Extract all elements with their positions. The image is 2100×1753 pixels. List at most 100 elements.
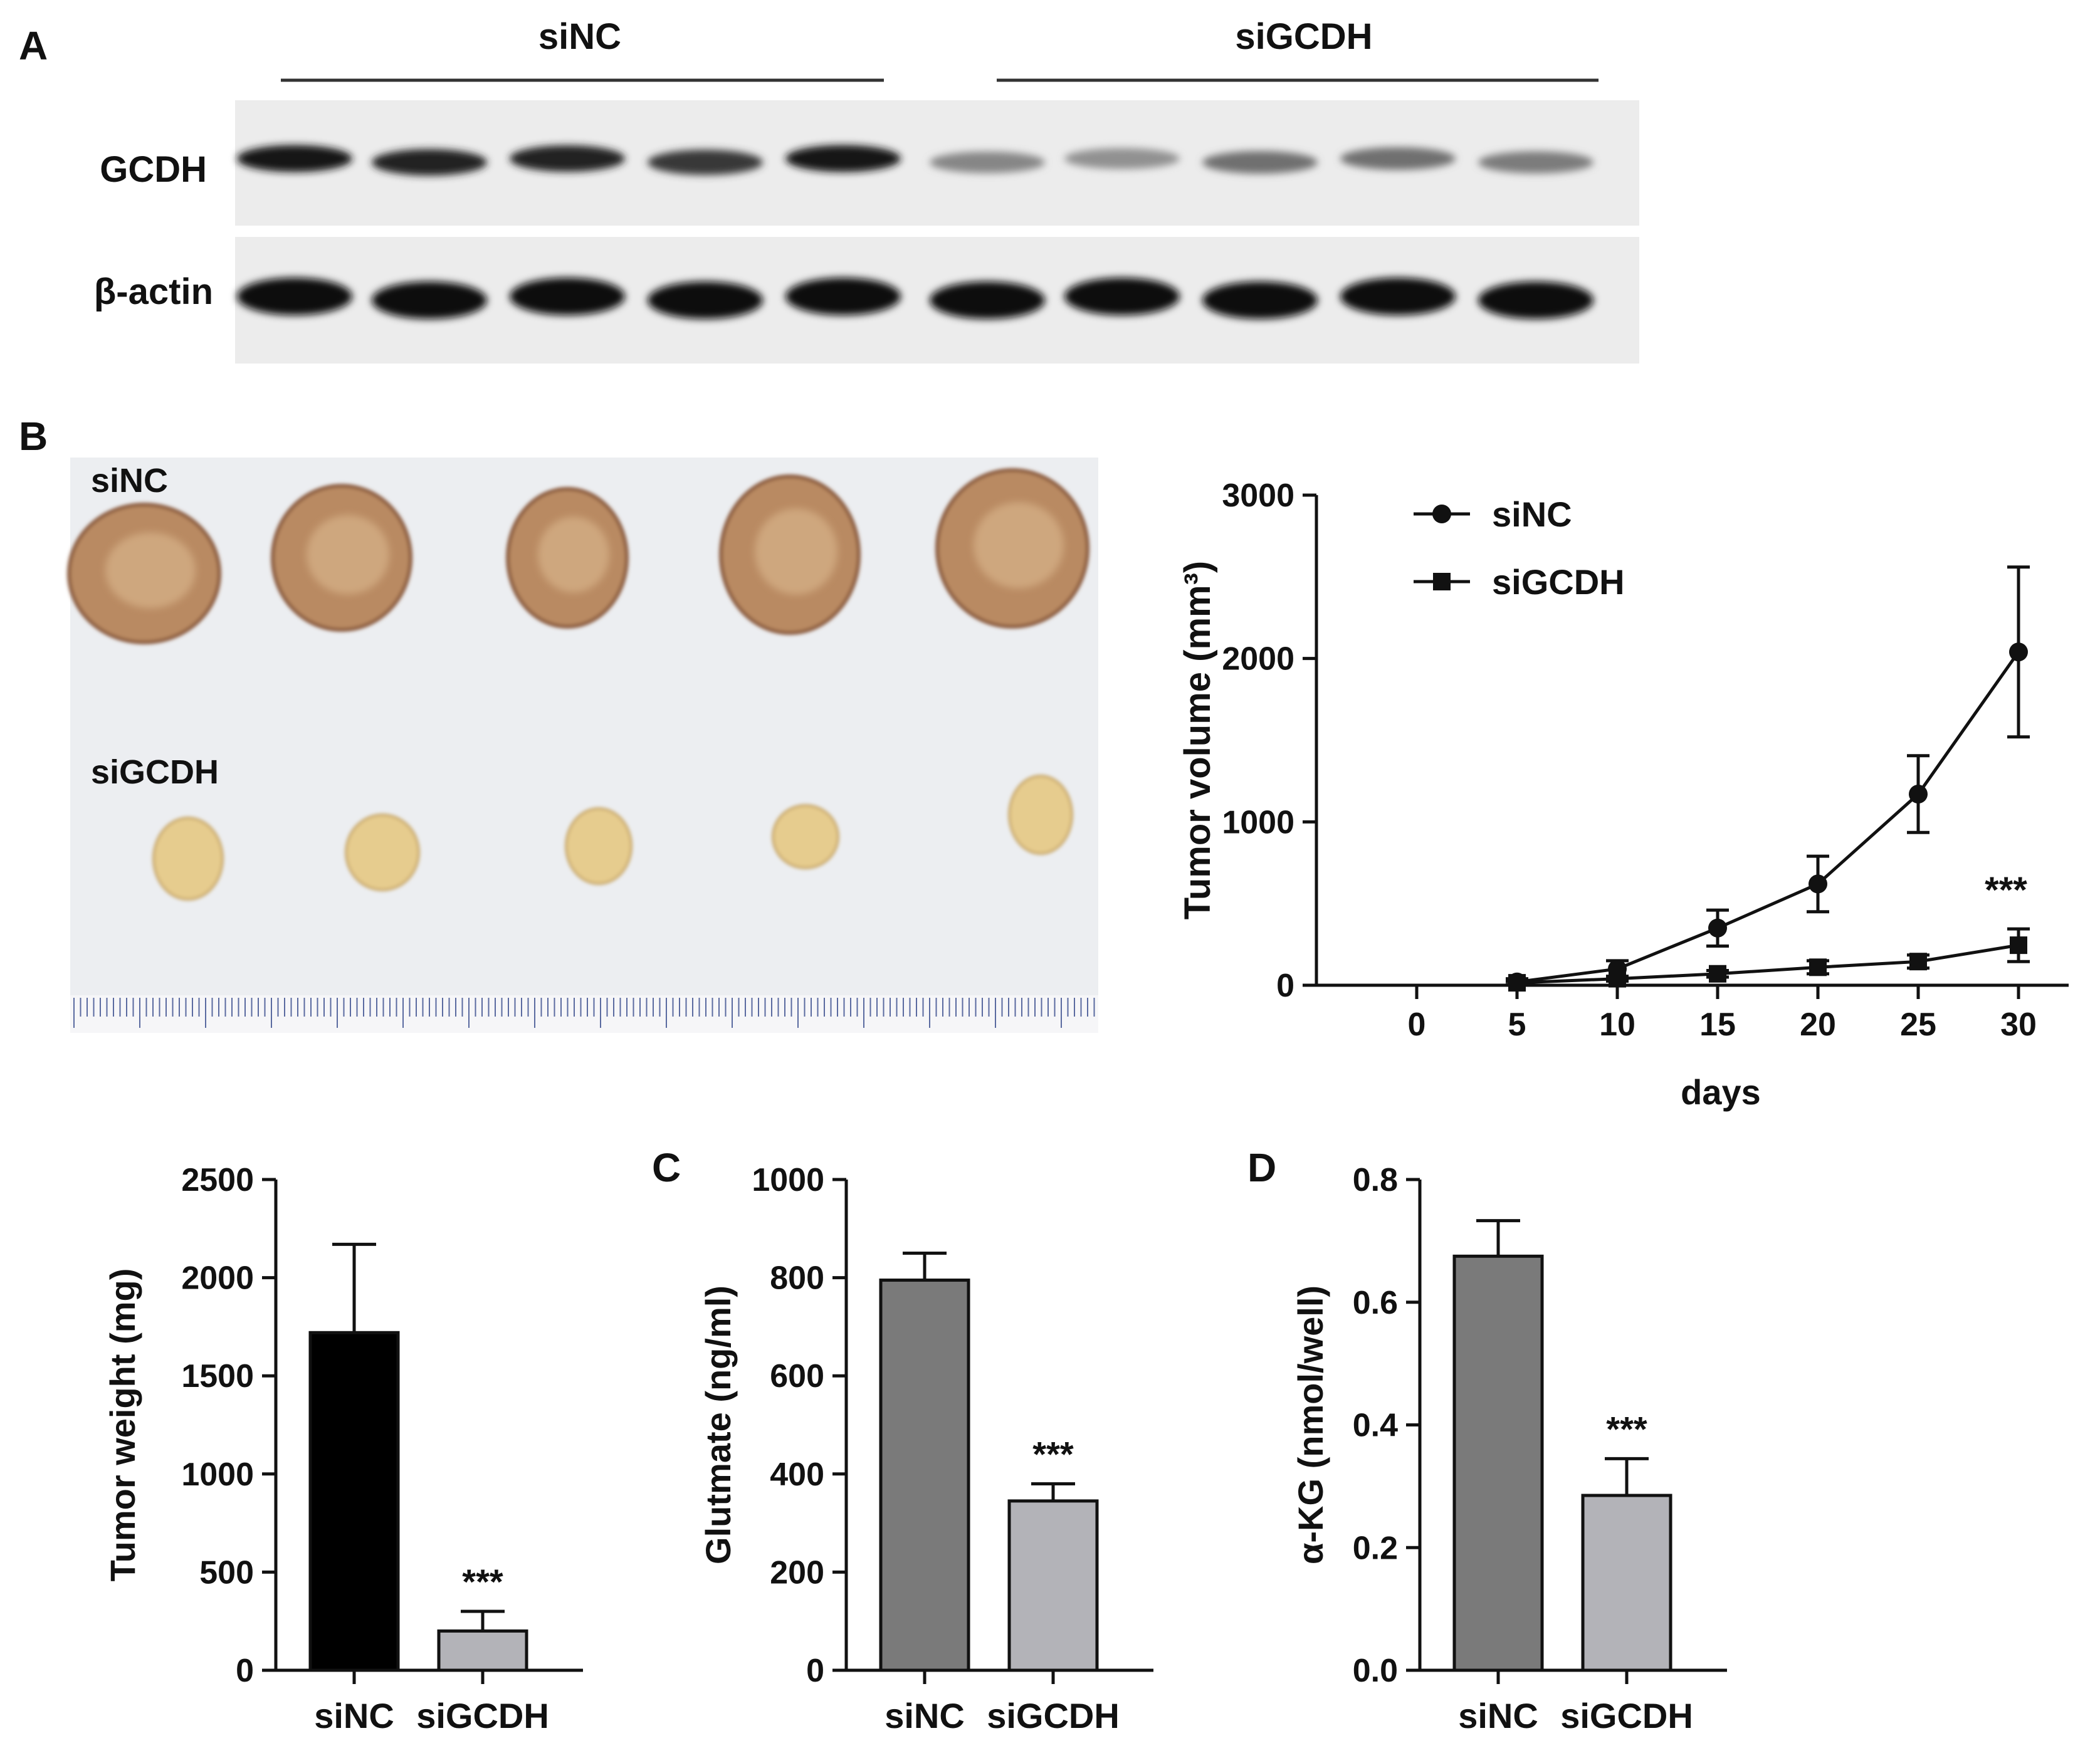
blot-band xyxy=(1064,148,1180,169)
y-tick-label: 0 xyxy=(236,1653,254,1689)
blot-row-label-gcdh: GCDH xyxy=(100,149,207,190)
y-tick-label: 0 xyxy=(1276,968,1294,1004)
y-tick-label: 0.4 xyxy=(1353,1408,1398,1444)
y-tick-label: 2000 xyxy=(181,1260,254,1297)
x-tick-label: 5 xyxy=(1508,1007,1526,1043)
bar-siNC xyxy=(879,1279,970,1672)
glutamate-chart: 0 200 400 600 800 1000 Glutmate (ng/ml) siNC siG… xyxy=(698,1162,1153,1735)
x-tick-label: 30 xyxy=(2000,1007,2037,1043)
blot-band xyxy=(372,281,487,319)
data-point-siNC xyxy=(1809,874,1827,894)
data-point-siGCDH xyxy=(1508,974,1526,992)
blot-band xyxy=(1478,151,1593,174)
tumor-weight-chart: 0 500 1000 1500 2000 2500 Tumor weight (mg) siN… xyxy=(103,1162,583,1735)
y-tick-label: 0.2 xyxy=(1353,1530,1398,1566)
bar-siGCDH xyxy=(437,1629,528,1672)
tumor-sigcdh xyxy=(152,817,224,901)
tumor-sinc-highlight xyxy=(974,502,1064,589)
photo-label-sinc: siNC xyxy=(91,462,168,500)
x-tick-label-siGCDH: siGCDH xyxy=(987,1696,1120,1735)
blot-band xyxy=(785,278,901,315)
legend-marker xyxy=(1433,573,1451,590)
blot-band xyxy=(1202,150,1318,174)
tumor-sinc-highlight xyxy=(105,532,196,609)
series-line-siGCDH xyxy=(1516,943,2019,985)
y-tick-label: 3000 xyxy=(1222,478,1294,514)
panel-label-d: D xyxy=(1247,1145,1276,1190)
tumors-sinc xyxy=(67,468,1089,644)
tumors-sigcdh xyxy=(152,775,1073,901)
tumor-sinc-highlight xyxy=(538,516,609,593)
y-tick-label: 1000 xyxy=(1222,804,1294,840)
blot-band xyxy=(510,278,625,315)
significance-mark: *** xyxy=(462,1562,503,1601)
x-tick-label-siNC: siNC xyxy=(885,1696,965,1735)
x-tick-label-siGCDH: siGCDH xyxy=(416,1696,549,1735)
data-point-siNC xyxy=(1909,785,1928,804)
tumor-photo: siNC siGCDH xyxy=(67,458,1098,1033)
y-tick-label: 1000 xyxy=(752,1162,824,1198)
ruler xyxy=(70,995,1098,1033)
y-axis-label: Glutmate (ng/ml) xyxy=(698,1285,738,1564)
blot-band xyxy=(1340,147,1456,170)
y-tick-label: 2000 xyxy=(1222,641,1294,678)
significance-mark: *** xyxy=(1985,870,2027,911)
panel-label-b: B xyxy=(19,414,48,459)
x-axis-label: days xyxy=(1681,1072,1761,1112)
x-tick-label: 15 xyxy=(1699,1007,1736,1043)
blot-band xyxy=(237,145,352,172)
blot-band xyxy=(372,149,487,176)
y-axis-label: α-KG (nmol/well) xyxy=(1291,1285,1330,1564)
y-axis-label: Tumor weight (mg) xyxy=(103,1269,142,1582)
tumor-sigcdh xyxy=(772,804,839,869)
data-point-siGCDH xyxy=(1609,970,1626,988)
blot-band xyxy=(1478,281,1593,319)
y-tick-label: 400 xyxy=(770,1457,824,1493)
bar-siNC xyxy=(1452,1254,1544,1672)
y-tick-label: 1500 xyxy=(181,1358,254,1395)
x-tick-label-siNC: siNC xyxy=(314,1696,394,1735)
y-tick-label: 600 xyxy=(770,1358,824,1395)
tumor-sigcdh xyxy=(1008,775,1073,855)
blot-band xyxy=(1340,278,1456,315)
y-tick-label: 2500 xyxy=(181,1162,254,1198)
y-tick-label: 0 xyxy=(806,1653,824,1689)
y-tick-label: 0.0 xyxy=(1353,1653,1398,1689)
x-tick-label-siNC: siNC xyxy=(1458,1696,1538,1735)
data-point-siGCDH xyxy=(1909,953,1927,971)
blot-bands-gcdh xyxy=(237,145,1593,176)
blot-bands-actin xyxy=(237,278,1593,319)
group-label-sigcdh: siGCDH xyxy=(1235,16,1372,57)
panel-label-a: A xyxy=(19,23,48,68)
y-tick-label: 800 xyxy=(770,1260,824,1297)
blot-band xyxy=(1064,278,1180,315)
data-point-siGCDH xyxy=(2010,936,2027,955)
x-tick-label-siGCDH: siGCDH xyxy=(1560,1696,1693,1735)
blot-band xyxy=(930,151,1045,174)
blot-row-label-actin: β-actin xyxy=(94,271,213,312)
tumor-sinc-highlight xyxy=(307,515,389,595)
y-axis-label: Tumor volume (mm³) xyxy=(1177,561,1218,920)
x-tick-label: 0 xyxy=(1408,1007,1426,1043)
x-tick-label: 25 xyxy=(1900,1007,1936,1043)
bar-siGCDH xyxy=(1581,1494,1672,1672)
tumor-volume-chart: 0 1000 2000 3000 0 5 10 15 20 25 30 days Tumor volum… xyxy=(1177,478,2069,1112)
group-label-sinc: siNC xyxy=(538,16,621,57)
y-tick-label: 1000 xyxy=(181,1457,254,1493)
blot-band xyxy=(648,149,763,175)
y-tick-label: 200 xyxy=(770,1554,824,1591)
legend-label-siGCDH: siGCDH xyxy=(1492,562,1625,602)
bar-siNC xyxy=(308,1331,400,1672)
data-point-siNC xyxy=(1708,918,1727,938)
x-tick-label: 20 xyxy=(1800,1007,1836,1043)
blot-band xyxy=(237,278,352,315)
data-point-siNC xyxy=(2009,642,2028,662)
tumor-sinc-highlight xyxy=(755,508,837,595)
y-tick-label: 0.8 xyxy=(1353,1162,1398,1198)
legend-marker xyxy=(1432,505,1451,523)
blot-band xyxy=(510,145,625,172)
significance-mark: *** xyxy=(1606,1409,1647,1448)
tumor-sigcdh xyxy=(565,807,633,885)
akg-chart: 0.0 0.2 0.4 0.6 0.8 α-KG (nmol/well) siNC siGCD… xyxy=(1291,1162,1727,1735)
y-tick-label: 500 xyxy=(199,1554,254,1591)
